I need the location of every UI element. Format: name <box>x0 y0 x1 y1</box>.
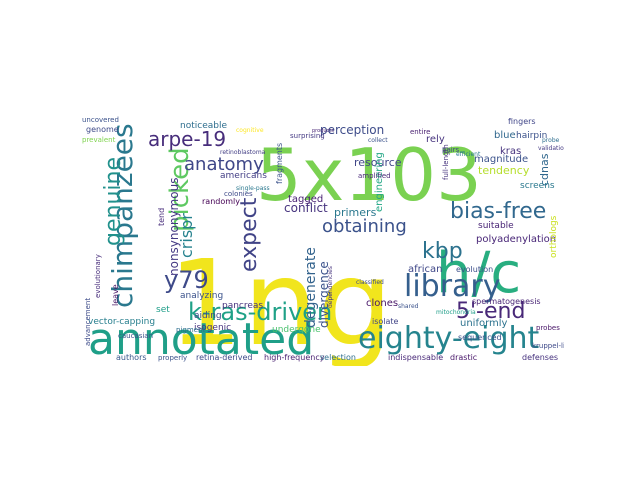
word-nonsynonymous: nonsynonymous <box>167 178 181 276</box>
word-vector-capping: vector-capping <box>88 317 155 327</box>
word-1ng: 1ng <box>168 234 393 366</box>
word-isogenic: isogenic <box>194 323 231 333</box>
word-rely: rely <box>426 134 445 145</box>
word-drastic: drastic <box>450 353 477 362</box>
word-authors: authors <box>116 353 147 362</box>
word-5x103: 5x103 <box>256 133 482 217</box>
word-kbp: kbp <box>422 239 463 264</box>
word-pairs: pairs <box>442 146 460 154</box>
word-fragments: fragments <box>275 143 284 184</box>
word-obtaining: obtaining <box>322 216 407 237</box>
word-evolutionary: evolutionary <box>94 254 102 298</box>
word-degenerate: degenerate <box>303 247 319 328</box>
word-tendency: tendency <box>478 164 530 177</box>
word-prevalent: prevalent <box>82 136 116 144</box>
word-colonies: colonies <box>224 190 253 198</box>
word-perception: perception <box>320 123 384 137</box>
word-uncovered: uncovered <box>82 116 119 124</box>
word-genuine: genuine <box>101 157 126 246</box>
word-kruppel-like: kruppel-like <box>532 342 564 350</box>
word-crispr: crispr <box>177 213 196 258</box>
word-primers: primers <box>334 206 377 219</box>
word-polyadenylation: polyadenylation <box>476 234 556 245</box>
word-defenses: defenses <box>522 353 558 362</box>
word-tend: tend <box>157 208 166 226</box>
word-pancreas: pancreas <box>222 301 263 311</box>
word-fingers: fingers <box>508 117 536 126</box>
word-chimpanzees: chimpanzees <box>106 123 139 308</box>
word-pigment: pigment <box>176 326 205 334</box>
word-undergone: undergone <box>272 325 321 335</box>
word-spermatogenesis: spermatogenesis <box>472 297 541 306</box>
word-suitable: suitable <box>478 221 514 231</box>
word-isolate: isolate <box>372 317 399 326</box>
word-expect: expect <box>237 197 262 272</box>
word-tagged: tagged <box>288 194 323 205</box>
word-entire: entire <box>410 128 430 136</box>
word-single-pass: single-pass <box>236 185 270 192</box>
word-engineering: engineering <box>374 152 385 212</box>
word-cdnas: cdnas <box>538 153 551 186</box>
word-orthologs: orthologs <box>549 215 559 258</box>
word-cognitive: cognitive <box>236 127 264 134</box>
word-noticeable: noticeable <box>180 121 227 131</box>
word-y79: y79 <box>164 266 209 294</box>
word-americans: americans <box>220 171 267 181</box>
word-amplified: amplified <box>358 172 391 180</box>
word-picked: picked <box>165 147 195 232</box>
word-properly: properly <box>158 354 187 362</box>
word-uniformly: uniformly <box>460 318 508 329</box>
word-magnitude: magnitude <box>474 154 528 165</box>
word-probe: probe <box>542 137 560 144</box>
word-genome: genome <box>86 125 119 134</box>
word-annotated: annotated <box>88 314 314 365</box>
word-products: products <box>312 128 334 134</box>
word-high-frequency: high-frequency <box>264 353 325 362</box>
word-k-ras-driven: k-ras-driven <box>188 298 332 326</box>
word-sequenced: sequenced <box>458 333 502 342</box>
word-full-length: full-length <box>442 144 450 180</box>
word-evolution: evolution <box>456 265 493 274</box>
word-eighty-eight: eighty-eight <box>358 321 540 356</box>
word-african: african <box>408 264 443 275</box>
word-h-c: h/c <box>436 241 521 306</box>
word-resource: resource <box>354 156 402 169</box>
word-bias-free: bias-free <box>450 199 546 224</box>
word-conflict: conflict <box>284 201 328 215</box>
word-arpe-19: arpe-19 <box>148 127 226 151</box>
word-retinoblastoma: retinoblastoma <box>220 149 266 156</box>
word-set: set <box>156 305 170 315</box>
word-probes: probes <box>536 324 560 332</box>
word-shared: shared <box>398 303 419 310</box>
word-retina-derived: retina-derived <box>196 353 253 362</box>
word-leave: leave <box>111 284 120 306</box>
word-surprising: surprising <box>290 132 325 140</box>
word-mitochondria: mitochondria <box>436 309 476 316</box>
word-anatomy: anatomy <box>184 154 264 175</box>
word-cloud-canvas: 1ng 5x103 annotated h/c eighty-eight chimpanz… <box>82 116 564 366</box>
word-aiding: aiding <box>194 311 222 321</box>
word-dependencies: dependencies <box>327 266 334 308</box>
word-analyzing: analyzing <box>180 291 223 301</box>
word-randomly: randomly <box>202 197 240 206</box>
word-collect: collect <box>368 137 388 144</box>
word-caucasian: caucasian <box>118 332 153 340</box>
word-clones: clones <box>366 298 398 309</box>
word-library: library <box>404 269 501 304</box>
word-hairpin: hairpin <box>516 131 547 141</box>
word-cloud: 1ng 5x103 annotated h/c eighty-eight chimpanz… <box>80 108 564 366</box>
word-validation: validation <box>538 145 564 152</box>
word-blue: blue <box>494 130 516 141</box>
word-divergence: divergence <box>317 261 331 328</box>
word-screens: screens <box>520 181 555 191</box>
word-selection: selection <box>320 353 356 362</box>
word-advancement: advancement <box>84 298 92 346</box>
word-kras: kras <box>500 146 521 157</box>
word-5-end: 5'-end <box>456 299 525 324</box>
word-indispensable: indispensable <box>388 353 443 362</box>
word-efficient: efficient <box>456 151 481 158</box>
word-classified: classified <box>356 279 384 286</box>
